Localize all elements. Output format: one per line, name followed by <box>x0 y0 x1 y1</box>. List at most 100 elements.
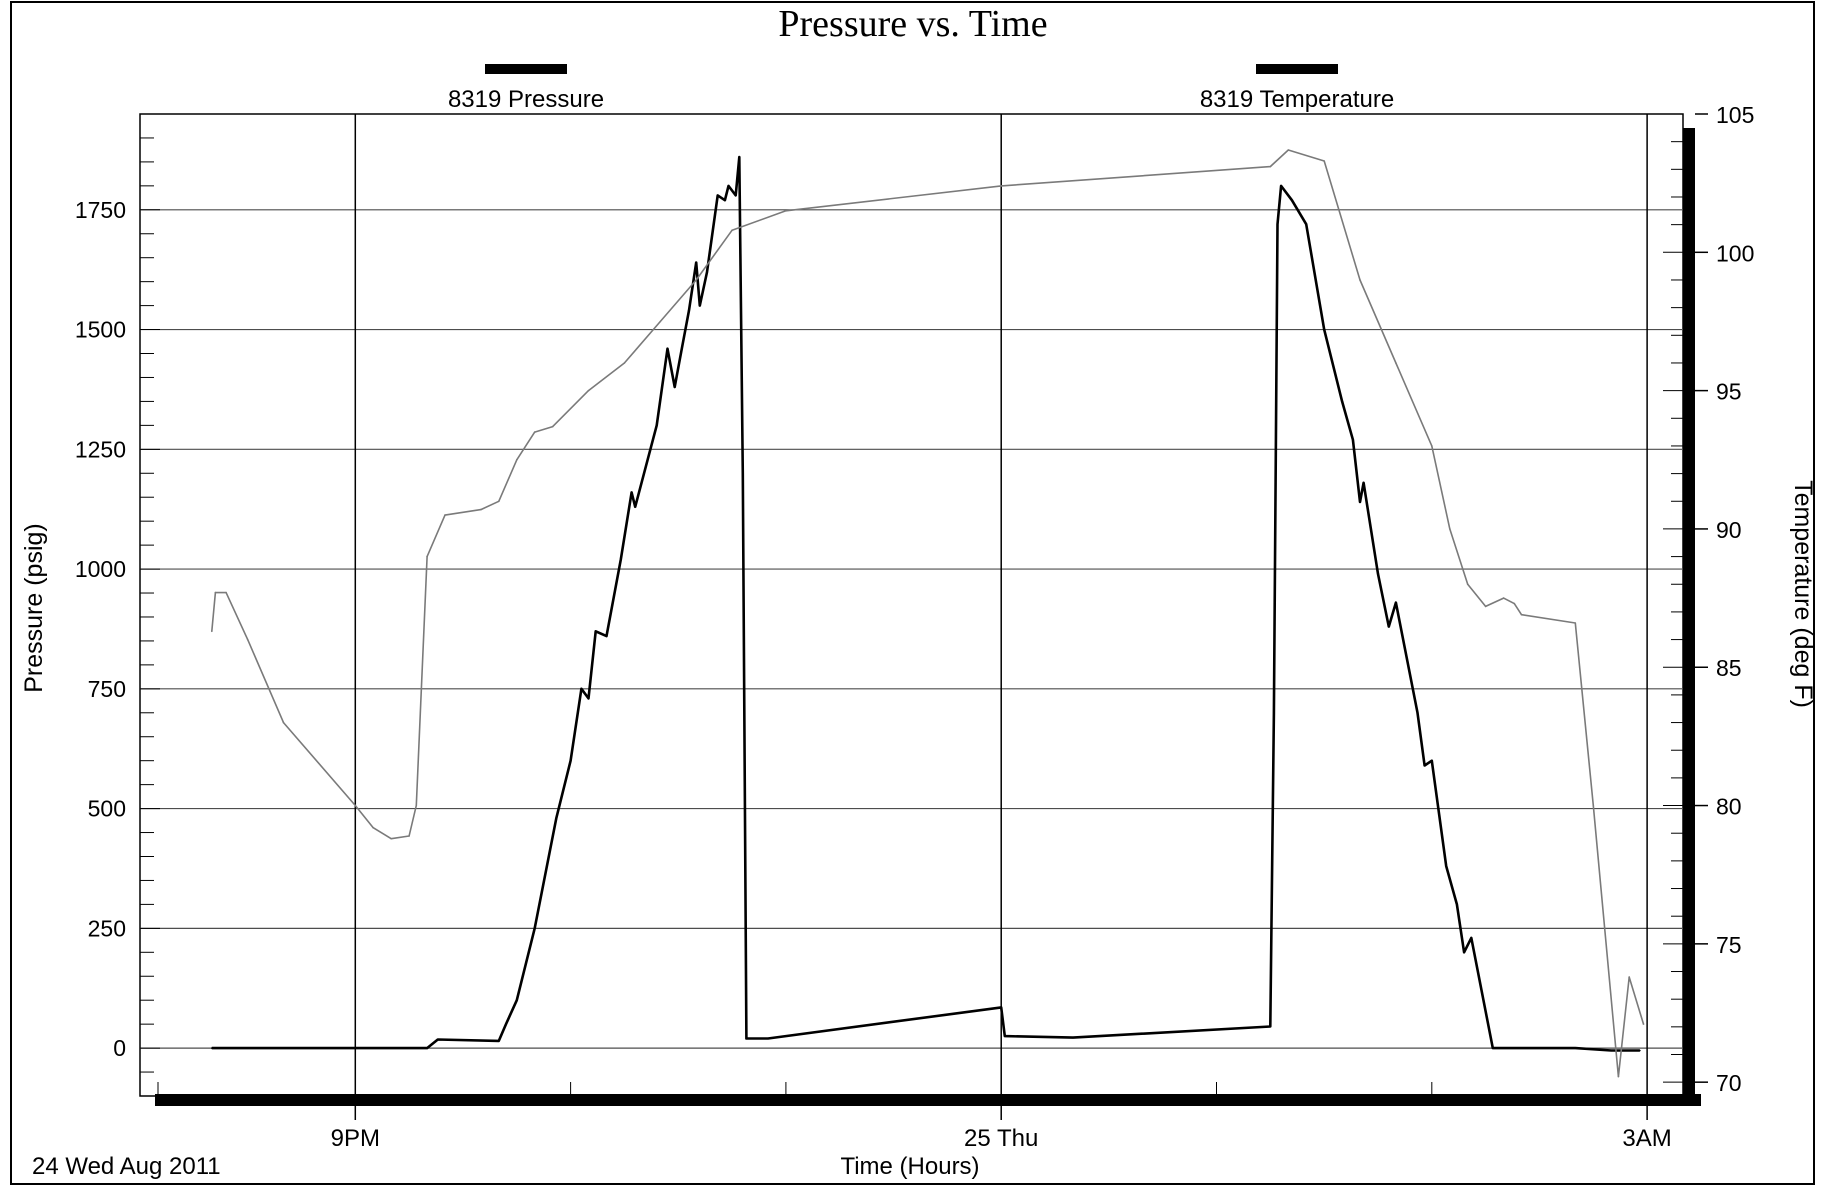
pressure-point <box>1456 903 1458 906</box>
pressure-point <box>1269 1025 1272 1028</box>
pressure-point <box>673 386 676 388</box>
pressure-point <box>1004 1035 1006 1037</box>
pressure-point <box>605 635 608 637</box>
pressure-point <box>1395 601 1397 604</box>
x-axis-label: Time (Hours) <box>840 1153 979 1180</box>
temperature-point <box>1269 165 1272 168</box>
pressure-point <box>1280 185 1282 187</box>
temperature-point <box>390 837 393 840</box>
temperature-point <box>1642 1023 1645 1025</box>
y-left-tick-label: 1750 <box>75 197 126 223</box>
temperature-point <box>480 508 482 511</box>
temperature-point <box>1617 1075 1620 1078</box>
pressure-point <box>745 1037 748 1040</box>
pressure-point <box>716 194 719 197</box>
temperature-point <box>282 721 285 724</box>
x-tick-label: 9PM <box>331 1125 380 1152</box>
pressure-point <box>354 1047 357 1049</box>
x-tick-label: 25 Thu <box>964 1125 1038 1152</box>
pressure-point <box>1416 712 1419 714</box>
y-axis-label-right: Temperature (deg F) <box>1789 480 1817 708</box>
pressure-point <box>498 1040 500 1042</box>
x-axis-bar <box>155 1094 1701 1106</box>
pressure-point <box>516 999 518 1001</box>
y-left-tick-label: 750 <box>88 676 126 702</box>
date-caption: 24 Wed Aug 2011 <box>32 1153 221 1180</box>
pressure-point <box>1305 223 1307 225</box>
temperature-point <box>1431 445 1433 447</box>
y-left-tick-label: 1250 <box>75 436 126 462</box>
pressure-point <box>1362 482 1365 484</box>
pressure-point <box>767 1037 769 1040</box>
pressure-point <box>695 261 697 264</box>
temperature-point <box>1574 622 1577 624</box>
temperature-point <box>623 362 626 364</box>
pressure-point <box>681 347 683 350</box>
y-left-tick-label: 1500 <box>75 317 126 343</box>
temperature-point <box>498 500 500 503</box>
temperature-point <box>1449 528 1451 530</box>
temperature-point <box>587 389 590 392</box>
pressure-point <box>594 630 597 633</box>
pressure-point <box>724 199 726 201</box>
pressure-point <box>1273 712 1275 714</box>
legend-swatch-pressure <box>485 64 567 74</box>
temperature-point <box>1000 185 1002 187</box>
pressure-point <box>555 817 558 819</box>
pressure-point <box>666 347 669 350</box>
temperature-point <box>659 320 662 323</box>
legend-swatch-temperature <box>1256 64 1338 74</box>
series-layer <box>211 149 1645 1078</box>
pressure-point <box>1639 1049 1641 1052</box>
y-right-tick-label: 95 <box>1716 379 1742 405</box>
temperature-point <box>1520 613 1523 616</box>
temperature-point <box>1323 160 1325 162</box>
pressure-point <box>620 558 622 561</box>
pressure-point <box>655 424 658 427</box>
temperature-point <box>785 210 787 212</box>
y-right-tick-label: 70 <box>1716 1070 1742 1096</box>
y-right-tick-label: 80 <box>1716 794 1742 820</box>
temperature-point <box>225 591 227 594</box>
temperature-point <box>372 826 375 829</box>
pressure-point <box>1492 1047 1494 1049</box>
y-axis-label-left: Pressure (psig) <box>20 523 48 693</box>
pressure-point <box>699 304 701 307</box>
chart-title: Pressure vs. Time <box>778 3 1047 45</box>
pressure-point <box>1377 573 1379 575</box>
pressure-point <box>426 1047 428 1049</box>
temperature-point <box>1287 149 1290 151</box>
y-right-tick-label: 100 <box>1716 240 1754 266</box>
series-pressure <box>211 155 1641 1052</box>
pressure-point <box>742 472 744 475</box>
pressure-point <box>1445 865 1447 867</box>
pressure-point <box>1323 328 1325 331</box>
pressure-point <box>437 1038 439 1041</box>
pressure-point <box>1388 625 1390 628</box>
y-left-tick-label: 250 <box>88 915 126 941</box>
temperature-point <box>551 425 554 428</box>
pressure-point <box>1072 1036 1074 1039</box>
y-left-tick-label: 0 <box>113 1035 126 1061</box>
pressure-point <box>1276 223 1279 225</box>
temperature-point <box>246 638 249 641</box>
pressure-point <box>1423 764 1426 767</box>
y-right-tick-label: 85 <box>1716 655 1742 681</box>
y-left-tick-label: 1000 <box>75 556 126 582</box>
pressure-point <box>738 156 741 158</box>
figure-border <box>10 1 1815 1185</box>
pressure-point <box>1431 759 1433 762</box>
temperature-point <box>731 229 733 231</box>
temperature-point <box>1484 605 1487 608</box>
pressure-point <box>1341 400 1343 403</box>
pressure-point <box>533 927 536 930</box>
pressure-point <box>1463 951 1465 954</box>
axis-layer: 0 250 500 750 1000 1250 1500 1750 70 75 80 85 90 95 10… <box>75 102 1755 1152</box>
temperature-point <box>1502 597 1505 599</box>
grid-layer <box>140 114 1683 1096</box>
pressure-point <box>1470 937 1473 939</box>
pressure-point <box>1610 1049 1612 1052</box>
temperature-point <box>1466 583 1469 586</box>
